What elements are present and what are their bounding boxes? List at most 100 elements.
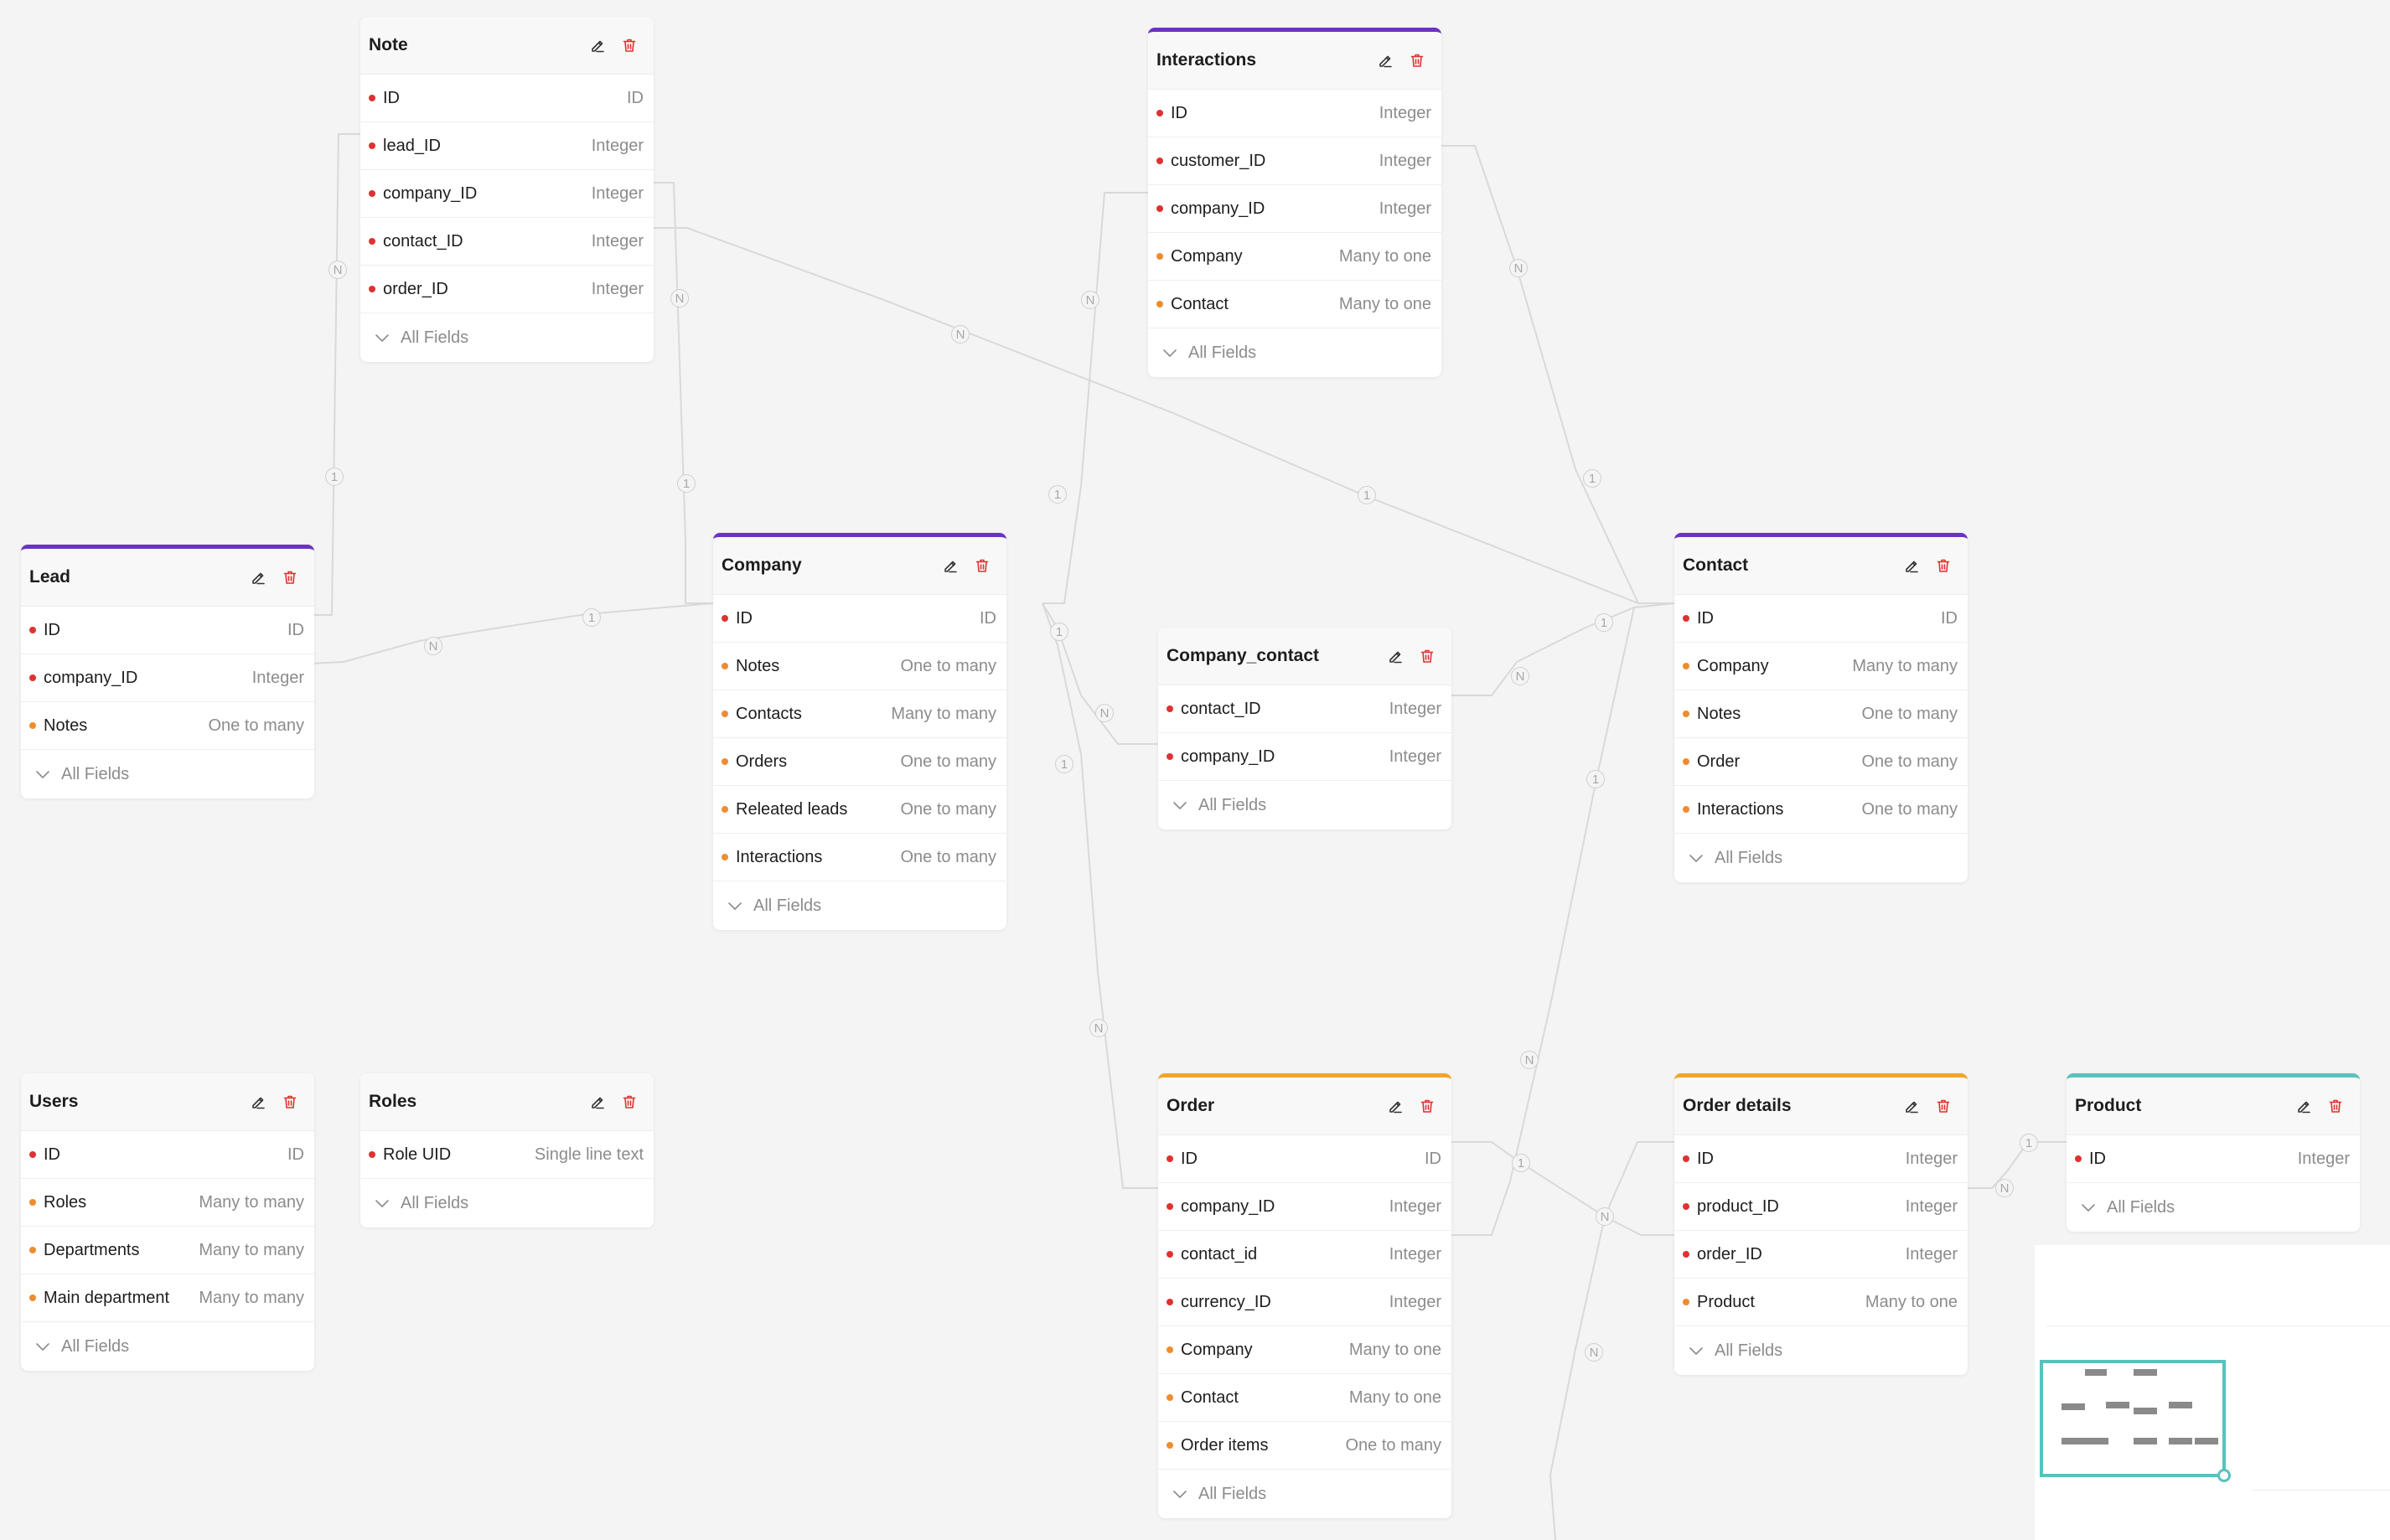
field-row[interactable]: product_ID Integer (1674, 1183, 1968, 1231)
field-row[interactable]: ID ID (21, 607, 314, 654)
field-row[interactable]: ID Integer (1674, 1135, 1968, 1183)
table-card-note[interactable]: Note ID ID lead_ID Integer company_ID Integer c… (360, 17, 654, 362)
table-card-order-details[interactable]: Order details ID Integer product_ID Integer o… (1674, 1073, 1968, 1375)
trash-icon[interactable] (2326, 1097, 2345, 1115)
field-row[interactable]: Departments Many to many (21, 1227, 314, 1274)
field-row[interactable]: company_ID Integer (21, 654, 314, 702)
trash-icon[interactable] (1934, 1097, 1953, 1115)
field-row[interactable]: ID ID (713, 595, 1006, 643)
field-row[interactable]: Contacts Many to many (713, 690, 1006, 738)
edit-icon[interactable] (2294, 1097, 2313, 1115)
table-card-contact[interactable]: Contact ID ID Company Many to many Notes One t… (1674, 533, 1968, 882)
field-row[interactable]: Releated leads One to many (713, 786, 1006, 834)
minimap-viewport[interactable] (2040, 1360, 2226, 1477)
table-card-company-contact[interactable]: Company_contact contact_ID Integer company_… (1158, 628, 1451, 829)
table-header[interactable]: Users (21, 1073, 314, 1131)
all-fields-toggle[interactable]: All Fields (1158, 781, 1451, 829)
edit-icon[interactable] (249, 568, 267, 587)
field-row[interactable]: Role UID Single line text (360, 1131, 654, 1179)
all-fields-toggle[interactable]: All Fields (1674, 1326, 1968, 1375)
edit-icon[interactable] (941, 556, 960, 575)
all-fields-toggle[interactable]: All Fields (21, 1322, 314, 1371)
field-row[interactable]: company_ID Integer (1158, 1183, 1451, 1231)
table-card-roles[interactable]: Roles Role UID Single line text All Fields (360, 1073, 654, 1227)
trash-icon[interactable] (620, 36, 639, 54)
trash-icon[interactable] (973, 556, 991, 575)
field-row[interactable]: Main department Many to many (21, 1274, 314, 1322)
field-row[interactable]: ID ID (1674, 595, 1968, 643)
table-header[interactable]: Lead (21, 549, 314, 607)
edit-icon[interactable] (1902, 556, 1921, 575)
field-row[interactable]: customer_ID Integer (1148, 137, 1441, 185)
field-row[interactable]: ID Integer (1148, 90, 1441, 137)
minimap[interactable] (2035, 1245, 2390, 1540)
all-fields-toggle[interactable]: All Fields (360, 1179, 654, 1227)
field-row[interactable]: company_ID Integer (1148, 185, 1441, 233)
field-row[interactable]: Roles Many to many (21, 1179, 314, 1227)
all-fields-toggle[interactable]: All Fields (2067, 1183, 2360, 1232)
field-row[interactable]: Contact Many to one (1158, 1374, 1451, 1422)
all-fields-toggle[interactable]: All Fields (1148, 328, 1441, 377)
table-card-company[interactable]: Company ID ID Notes One to many Contacts Many … (713, 533, 1006, 930)
all-fields-toggle[interactable]: All Fields (1158, 1470, 1451, 1518)
trash-icon[interactable] (1418, 1097, 1436, 1115)
edit-icon[interactable] (588, 36, 607, 54)
edit-icon[interactable] (1902, 1097, 1921, 1115)
table-header[interactable]: Order details (1674, 1077, 1968, 1135)
field-row[interactable]: Order items One to many (1158, 1422, 1451, 1470)
field-row[interactable]: Product Many to one (1674, 1279, 1968, 1326)
field-row[interactable]: Company Many to one (1148, 233, 1441, 281)
field-row[interactable]: contact_ID Integer (360, 218, 654, 266)
field-row[interactable]: ID ID (360, 75, 654, 122)
field-row[interactable]: Notes One to many (1674, 690, 1968, 738)
all-fields-toggle[interactable]: All Fields (1674, 834, 1968, 882)
field-row[interactable]: company_ID Integer (360, 170, 654, 218)
field-row[interactable]: Order One to many (1674, 738, 1968, 786)
edit-icon[interactable] (1376, 51, 1394, 70)
table-header[interactable]: Company_contact (1158, 628, 1451, 685)
trash-icon[interactable] (1418, 647, 1436, 665)
field-row[interactable]: Company Many to one (1158, 1326, 1451, 1374)
field-row[interactable]: currency_ID Integer (1158, 1279, 1451, 1326)
trash-icon[interactable] (1408, 51, 1426, 70)
table-card-interactions[interactable]: Interactions ID Integer customer_ID Integer c… (1148, 28, 1441, 377)
field-row[interactable]: Contact Many to one (1148, 281, 1441, 328)
trash-icon[interactable] (1934, 556, 1953, 575)
edit-icon[interactable] (1386, 1097, 1405, 1115)
field-row[interactable]: order_ID Integer (1674, 1231, 1968, 1279)
all-fields-toggle[interactable]: All Fields (21, 750, 314, 798)
field-row[interactable]: Interactions One to many (713, 834, 1006, 881)
table-card-users[interactable]: Users ID ID Roles Many to many Departments Man… (21, 1073, 314, 1371)
field-row[interactable]: ID ID (1158, 1135, 1451, 1183)
table-header[interactable]: Contact (1674, 537, 1968, 595)
field-row[interactable]: Notes One to many (713, 643, 1006, 690)
all-fields-toggle[interactable]: All Fields (360, 313, 654, 362)
field-row[interactable]: lead_ID Integer (360, 122, 654, 170)
table-header[interactable]: Roles (360, 1073, 654, 1131)
table-header[interactable]: Order (1158, 1077, 1451, 1135)
edit-icon[interactable] (249, 1093, 267, 1111)
field-row[interactable]: order_ID Integer (360, 266, 654, 313)
minimap-resize-handle[interactable] (2217, 1469, 2231, 1482)
field-row[interactable]: Notes One to many (21, 702, 314, 750)
field-row[interactable]: contact_ID Integer (1158, 685, 1451, 733)
field-row[interactable]: Interactions One to many (1674, 786, 1968, 834)
field-row[interactable]: contact_id Integer (1158, 1231, 1451, 1279)
trash-icon[interactable] (281, 568, 299, 587)
table-card-product[interactable]: Product ID Integer All Fields (2067, 1073, 2360, 1232)
field-row[interactable]: company_ID Integer (1158, 733, 1451, 781)
table-header[interactable]: Product (2067, 1077, 2360, 1135)
all-fields-toggle[interactable]: All Fields (713, 881, 1006, 930)
table-card-order[interactable]: Order ID ID company_ID Integer contact_id Inte… (1158, 1073, 1451, 1518)
field-row[interactable]: Company Many to many (1674, 643, 1968, 690)
trash-icon[interactable] (620, 1093, 639, 1111)
table-header[interactable]: Note (360, 17, 654, 75)
field-row[interactable]: ID ID (21, 1131, 314, 1179)
table-card-lead[interactable]: Lead ID ID company_ID Integer Notes One to man… (21, 545, 314, 798)
edit-icon[interactable] (1386, 647, 1405, 665)
table-header[interactable]: Interactions (1148, 32, 1441, 90)
trash-icon[interactable] (281, 1093, 299, 1111)
field-row[interactable]: Orders One to many (713, 738, 1006, 786)
field-row[interactable]: ID Integer (2067, 1135, 2360, 1183)
